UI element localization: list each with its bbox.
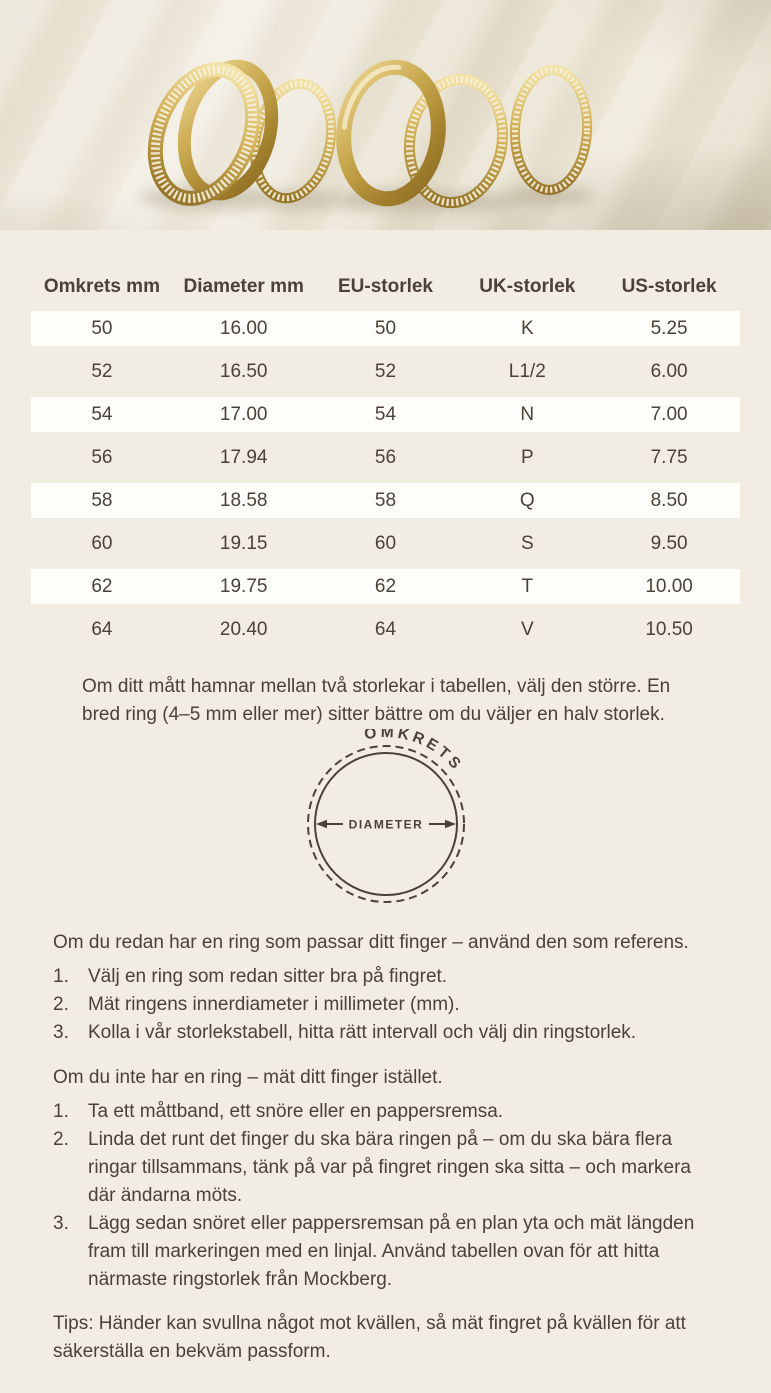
- ring-smooth-dome: [336, 59, 446, 207]
- section-measure-finger: Om du inte har en ring – mät ditt finger…: [0, 1064, 771, 1294]
- table-cell: 58: [374, 489, 397, 511]
- table-cell: 56: [374, 446, 397, 468]
- list-item: Linda det runt det finger du ska bära ri…: [53, 1126, 691, 1206]
- table-body: 50 16.00 50 K 5.25 52 16.50 52 L1/2 6.00…: [31, 307, 740, 651]
- table-cell: 50: [374, 317, 397, 339]
- table-cell: 52: [374, 360, 397, 382]
- table-cell: P: [520, 446, 534, 468]
- table-cell: N: [520, 403, 535, 425]
- hero-image: [0, 0, 771, 230]
- list-item: Mät ringens innerdiameter i millimeter (…: [53, 991, 460, 1019]
- list-item: Ta ett måttband, ett snöre eller en papp…: [53, 1098, 504, 1126]
- table-cell: K: [520, 317, 534, 339]
- reference-steps: Välj en ring som redan sitter bra på fin…: [53, 963, 718, 1047]
- diameter-arrowheads: [315, 819, 456, 829]
- table-row: 58 18.58 58 Q 8.50: [31, 479, 740, 522]
- table-cell: L1/2: [508, 360, 546, 382]
- header-omkrets: Omkrets mm: [43, 276, 160, 297]
- table-cell: V: [520, 618, 534, 640]
- table-cell: 62: [91, 575, 113, 597]
- table-cell: T: [521, 575, 534, 597]
- header-uk: UK-storlek: [479, 276, 576, 297]
- ring-inner-circle: [313, 752, 458, 896]
- circumference-dashed-circle: [306, 745, 465, 903]
- table-cell: 10.50: [645, 618, 693, 640]
- table-cell: 50: [91, 317, 113, 339]
- table-cell: 60: [91, 532, 113, 554]
- table-cell: 62: [374, 575, 397, 597]
- header-eu: EU-storlek: [337, 276, 433, 297]
- header-diameter: Diameter mm: [183, 276, 304, 297]
- ring-diagram: OMKRETS DIAMETER: [0, 729, 771, 929]
- table-header-row: Omkrets mm Diameter mm EU-storlek UK-sto…: [31, 273, 740, 301]
- ring-size-table: Omkrets mm Diameter mm EU-storlek UK-sto…: [31, 273, 740, 651]
- ring-thin-pave-left: [249, 78, 337, 204]
- table-row: 54 17.00 54 N 7.00: [31, 393, 740, 436]
- table-cell: 8.50: [650, 489, 688, 511]
- table-cell: 7.00: [650, 403, 688, 425]
- table-row: 62 19.75 62 T 10.00: [31, 565, 740, 608]
- table-cell: 7.75: [650, 446, 688, 468]
- diagram-svg: OMKRETS DIAMETER: [306, 729, 465, 903]
- table-cell: 5.25: [650, 317, 688, 339]
- table-cell: S: [520, 532, 534, 554]
- table-cell: 52: [91, 360, 113, 382]
- table-cell: 64: [374, 618, 397, 640]
- list-item: Lägg sedan snöret eller pappersremsan på…: [53, 1210, 695, 1290]
- table-cell: 64: [91, 618, 113, 640]
- table-cell: 60: [374, 532, 397, 554]
- table-row: 64 20.40 64 V 10.50: [31, 608, 740, 651]
- size-note: Om ditt mått hamnar mellan två storlekar…: [82, 676, 671, 725]
- gold-rings-illustration: [138, 59, 596, 211]
- section-reference-ring: Om du redan har en ring som passar ditt …: [0, 929, 771, 1047]
- reference-heading: Om du redan har en ring som passar ditt …: [53, 932, 689, 953]
- header-us: US-storlek: [621, 276, 717, 297]
- table-cell: 10.00: [645, 575, 693, 597]
- ring-crossover-pave-strand: [147, 62, 261, 206]
- ring-thin-pave-right: [509, 65, 593, 195]
- table-cell: 18.58: [219, 489, 268, 511]
- table-cell: 6.00: [650, 360, 688, 382]
- table-cell: 16.00: [219, 317, 268, 339]
- table-cell: 17.00: [219, 403, 268, 425]
- table-row: 52 16.50 52 L1/2 6.00: [31, 350, 740, 393]
- table-cell: 58: [91, 489, 113, 511]
- table-cell: 54: [374, 403, 397, 425]
- table-cell: 54: [91, 403, 113, 425]
- table-row: 56 17.94 56 P 7.75: [31, 436, 740, 479]
- table-cell: 20.40: [219, 618, 268, 640]
- table-cell: 19.75: [219, 575, 268, 597]
- diameter-label: DIAMETER: [348, 818, 423, 832]
- table-cell: 19.15: [219, 532, 268, 554]
- table-cell: 56: [91, 446, 113, 468]
- list-item: Välj en ring som redan sitter bra på fin…: [53, 963, 448, 991]
- table-cell: Q: [519, 489, 535, 511]
- table-row: 50 16.00 50 K 5.25: [31, 307, 740, 350]
- measure-steps: Ta ett måttband, ett snöre eller en papp…: [53, 1098, 718, 1294]
- table-row: 60 19.15 60 S 9.50: [31, 522, 740, 565]
- list-item: Kolla i vår storlekstabell, hitta rätt i…: [53, 1019, 637, 1047]
- table-cell: 16.50: [219, 360, 268, 382]
- ring-pave-dome: [403, 73, 509, 209]
- table-cell: 9.50: [650, 532, 688, 554]
- tips-note: Tips: Händer kan svullna något mot kväll…: [53, 1313, 686, 1362]
- measure-heading: Om du inte har en ring – mät ditt finger…: [53, 1067, 443, 1088]
- table-cell: 17.94: [219, 446, 268, 468]
